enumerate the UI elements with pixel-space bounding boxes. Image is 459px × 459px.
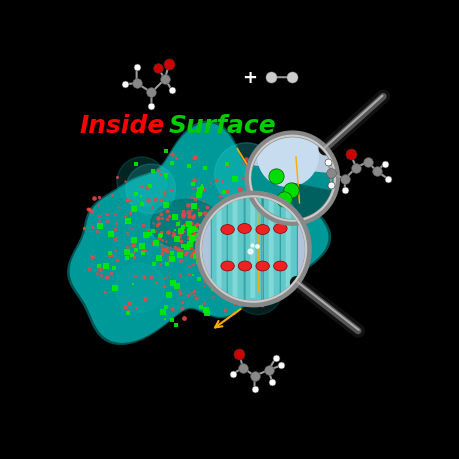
Text: Surface: Surface [168, 114, 275, 138]
FancyBboxPatch shape [216, 201, 221, 298]
Ellipse shape [273, 262, 286, 271]
Ellipse shape [220, 262, 234, 271]
FancyBboxPatch shape [211, 197, 228, 302]
FancyBboxPatch shape [227, 197, 244, 302]
FancyBboxPatch shape [250, 201, 255, 298]
Polygon shape [292, 183, 336, 223]
Circle shape [233, 265, 282, 315]
Polygon shape [247, 166, 336, 223]
Circle shape [249, 136, 335, 222]
Circle shape [115, 263, 164, 313]
Circle shape [200, 196, 306, 302]
FancyBboxPatch shape [268, 201, 273, 298]
Circle shape [117, 157, 166, 207]
FancyBboxPatch shape [280, 197, 297, 302]
FancyBboxPatch shape [245, 197, 261, 302]
FancyBboxPatch shape [232, 201, 237, 298]
Circle shape [126, 165, 175, 214]
Ellipse shape [255, 225, 269, 235]
FancyBboxPatch shape [285, 201, 290, 298]
Ellipse shape [255, 262, 269, 271]
Circle shape [257, 126, 318, 188]
Polygon shape [151, 200, 221, 249]
Ellipse shape [220, 225, 234, 235]
Ellipse shape [237, 224, 251, 234]
Text: Inside: Inside [80, 114, 165, 138]
Circle shape [214, 143, 278, 207]
Text: +: + [242, 69, 257, 87]
Polygon shape [70, 124, 327, 342]
Circle shape [250, 179, 299, 228]
Ellipse shape [238, 262, 251, 271]
FancyBboxPatch shape [263, 197, 280, 302]
Ellipse shape [273, 224, 286, 234]
Polygon shape [67, 122, 330, 345]
